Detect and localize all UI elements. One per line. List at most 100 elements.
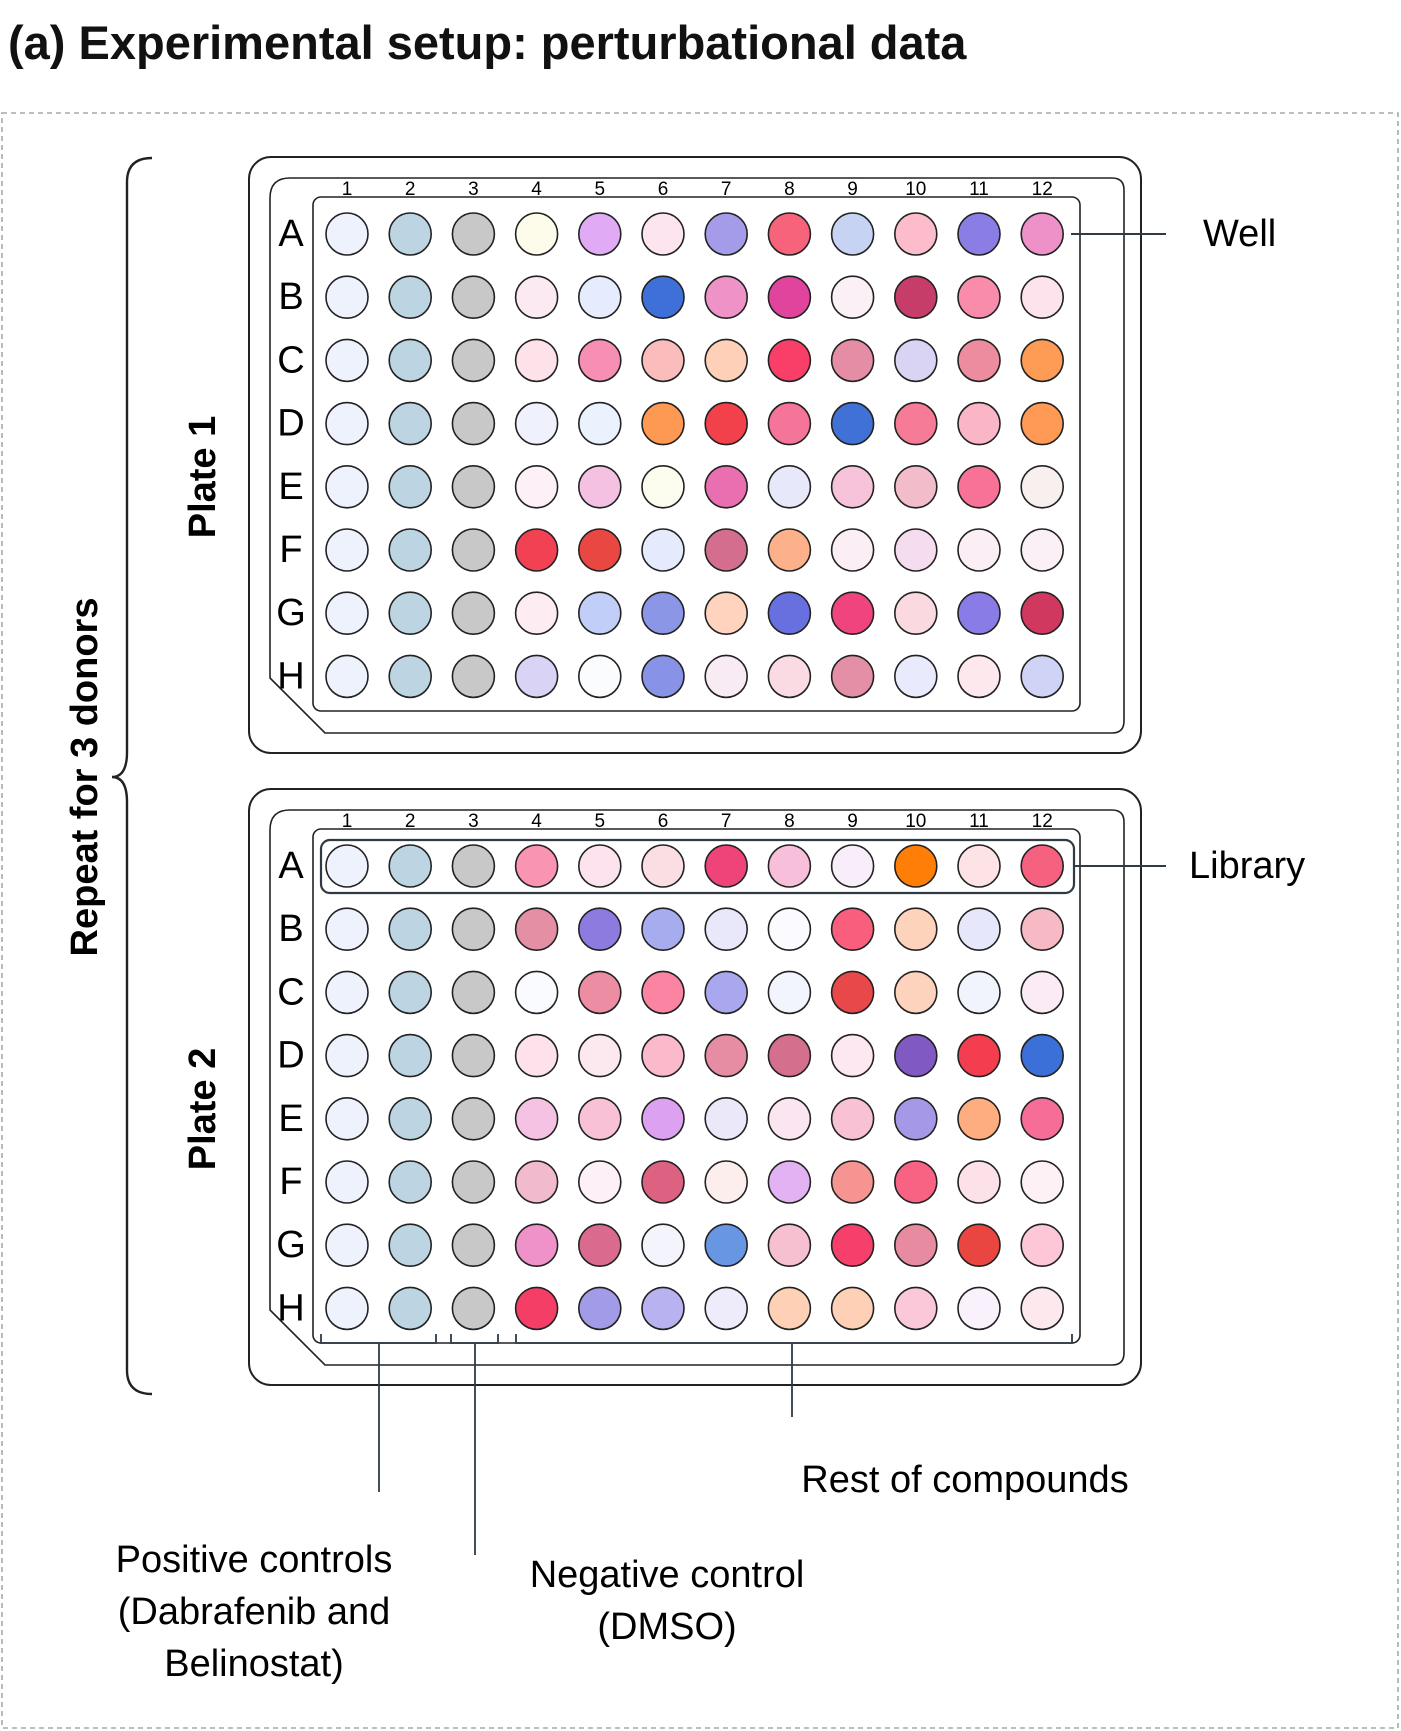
well-C4 <box>514 338 559 383</box>
well-F3 <box>451 528 496 572</box>
well-D10 <box>893 1033 938 1078</box>
well-G3 <box>451 1223 496 1267</box>
column-label: 8 <box>784 179 795 200</box>
well-G8 <box>767 591 812 636</box>
well-B9 <box>830 275 875 320</box>
well-G6 <box>641 591 685 636</box>
column-label: 8 <box>784 811 795 832</box>
row-label: A <box>278 845 304 887</box>
column-label: 11 <box>969 811 989 832</box>
well-B10 <box>893 275 938 320</box>
well-C11 <box>957 338 1001 383</box>
row-label: E <box>278 466 303 508</box>
well-E12 <box>1020 464 1064 509</box>
well-G10 <box>893 1223 938 1267</box>
well-B9 <box>830 907 875 952</box>
well-D2 <box>388 401 433 446</box>
column-label: 10 <box>905 811 926 832</box>
well-D7 <box>704 1033 749 1078</box>
well-H12 <box>1020 654 1064 699</box>
well-E7 <box>704 1097 749 1141</box>
well-E11 <box>957 464 1001 509</box>
well-A1 <box>325 844 369 888</box>
well-C10 <box>893 338 938 383</box>
plate-outline <box>248 788 1142 1386</box>
well-G4 <box>514 1223 559 1267</box>
well-C7 <box>704 970 749 1015</box>
well-B5 <box>577 275 622 320</box>
positive-label-line: Positive controls <box>116 1539 393 1581</box>
well-F9 <box>830 528 875 572</box>
well-A7 <box>704 212 749 256</box>
well-D11 <box>957 401 1001 446</box>
well-D12 <box>1020 401 1064 446</box>
well-F2 <box>388 1160 433 1204</box>
figure-title: (a) Experimental setup: perturbational d… <box>8 16 967 69</box>
well-A8 <box>767 212 812 256</box>
well-E9 <box>830 464 875 509</box>
well-A8 <box>767 844 812 888</box>
well-E1 <box>325 464 369 509</box>
well-B1 <box>325 907 369 952</box>
plate-inner-outline <box>269 809 1125 1366</box>
well-C2 <box>388 970 433 1015</box>
well-F7 <box>704 528 749 572</box>
well-F5 <box>577 1160 622 1204</box>
well-H7 <box>704 1286 749 1331</box>
well-F8 <box>767 1160 812 1204</box>
well-B6 <box>641 907 685 952</box>
well-D5 <box>577 401 622 446</box>
well-D1 <box>325 1033 369 1078</box>
well-F1 <box>325 528 369 572</box>
well-C11 <box>957 970 1001 1015</box>
well-C1 <box>325 338 369 383</box>
row-label: F <box>279 529 302 571</box>
well-B7 <box>704 275 749 320</box>
well-H9 <box>830 1286 875 1331</box>
well-E6 <box>641 1097 685 1141</box>
well-H10 <box>893 654 938 699</box>
well-F11 <box>957 1160 1001 1204</box>
well-D11 <box>957 1033 1001 1078</box>
well-B10 <box>893 907 938 952</box>
well-H12 <box>1020 1286 1064 1331</box>
well-B2 <box>388 907 433 952</box>
column-label: 5 <box>595 179 606 200</box>
well-G1 <box>325 1223 369 1267</box>
well-C5 <box>577 970 622 1015</box>
positive-label-line: (Dabrafenib and <box>118 1591 391 1633</box>
column-label: 1 <box>342 179 353 200</box>
well-D9 <box>830 1033 875 1078</box>
well-D4 <box>514 401 559 446</box>
well-F7 <box>704 1160 749 1204</box>
well-G9 <box>830 591 875 636</box>
well-H1 <box>325 1286 369 1331</box>
well-B4 <box>514 275 559 320</box>
well-C8 <box>767 338 812 383</box>
well-A3 <box>451 212 496 256</box>
well-C9 <box>830 970 875 1015</box>
column-label: 1 <box>342 811 353 832</box>
well-A2 <box>388 212 433 256</box>
well-D3 <box>451 1033 496 1078</box>
well-A7 <box>704 844 749 888</box>
well-F1 <box>325 1160 369 1204</box>
column-label: 4 <box>531 179 542 200</box>
well-F12 <box>1020 528 1064 572</box>
well-F10 <box>893 1160 938 1204</box>
well-A10 <box>893 212 938 256</box>
column-label: 3 <box>468 811 479 832</box>
row-label: F <box>279 1161 302 1203</box>
well-F4 <box>514 528 559 572</box>
well-D4 <box>514 1033 559 1078</box>
well-E5 <box>577 1097 622 1141</box>
column-label: 12 <box>1032 179 1053 200</box>
well-F2 <box>388 528 433 572</box>
well-C1 <box>325 970 369 1015</box>
column-label: 12 <box>1032 811 1053 832</box>
well-C6 <box>641 338 685 383</box>
row-label: B <box>278 276 303 318</box>
well-B3 <box>451 275 496 320</box>
well-H2 <box>388 1286 433 1331</box>
